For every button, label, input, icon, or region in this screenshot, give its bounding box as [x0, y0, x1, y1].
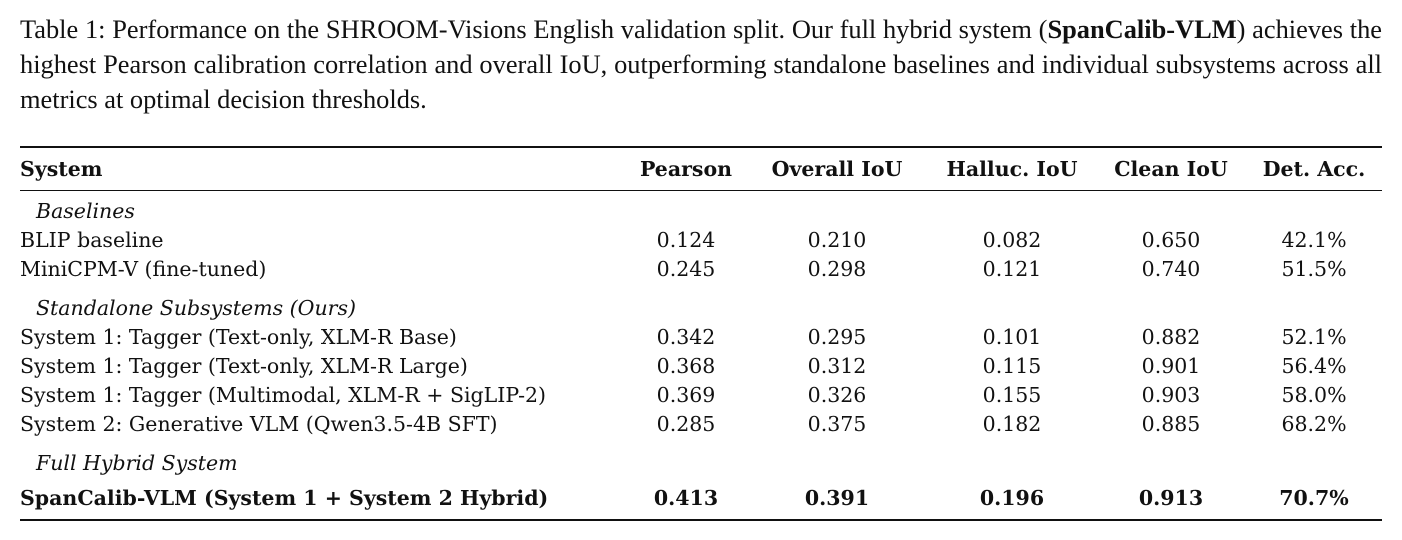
cell-det-acc: 56.4%: [1281, 353, 1347, 378]
cell-pearson: 0.342: [656, 324, 716, 349]
cell-halluc-iou: 0.101: [982, 324, 1042, 349]
col-header-pearson: Pearson: [626, 147, 746, 191]
table-row: BLIP baseline 0.124 0.210 0.082 0.650 42…: [20, 225, 1382, 254]
cell-pearson: 0.285: [656, 411, 716, 436]
caption-text-end: ) achieves the highest Pearson calibrati…: [20, 14, 1382, 114]
cell-det-acc: 51.5%: [1281, 256, 1347, 281]
cell-system: System 1: Tagger (Text-only, XLM-R Large…: [20, 353, 468, 378]
cell-system: System 2: Generative VLM (Qwen3.5-4B SFT…: [20, 411, 498, 436]
cell-det-acc: 70.7%: [1279, 486, 1349, 510]
cell-clean-iou: 0.882: [1141, 324, 1201, 349]
cell-halluc-iou: 0.121: [982, 256, 1042, 281]
group-label: Standalone Subsystems (Ours): [36, 296, 356, 320]
cell-clean-iou: 0.913: [1138, 486, 1204, 510]
table-row: System 1: Tagger (Text-only, XLM-R Base)…: [20, 322, 1382, 351]
cell-overall-iou: 0.210: [807, 227, 867, 252]
cell-det-acc: 68.2%: [1281, 411, 1347, 436]
cell-clean-iou: 0.740: [1141, 256, 1201, 281]
caption-text-start: Table 1: Performance on the SHROOM-Visio…: [20, 14, 1048, 44]
cell-pearson: 0.369: [656, 382, 716, 407]
table-row-best: SpanCalib-VLM (System 1 + System 2 Hybri…: [20, 477, 1382, 520]
cell-halluc-iou: 0.196: [979, 486, 1045, 510]
cell-det-acc: 58.0%: [1281, 382, 1347, 407]
group-label: Full Hybrid System: [36, 451, 238, 475]
cell-system: BLIP baseline: [20, 227, 164, 252]
cell-pearson: 0.124: [656, 227, 716, 252]
results-table: System Pearson Overall IoU Halluc. IoU C…: [20, 146, 1382, 521]
header-row: System Pearson Overall IoU Halluc. IoU C…: [20, 147, 1382, 191]
table-row: System 1: Tagger (Multimodal, XLM-R + Si…: [20, 380, 1382, 409]
cell-overall-iou: 0.391: [804, 486, 870, 510]
group-row-full-hybrid-system: Full Hybrid System: [20, 438, 1382, 477]
group-row-standalone-subsystems: Standalone Subsystems (Ours): [20, 283, 1382, 322]
group-label: Baselines: [36, 199, 135, 223]
cell-halluc-iou: 0.082: [982, 227, 1042, 252]
cell-overall-iou: 0.298: [807, 256, 867, 281]
cell-pearson: 0.413: [653, 486, 719, 510]
cell-system: SpanCalib-VLM (System 1 + System 2 Hybri…: [20, 486, 549, 510]
table-row: MiniCPM-V (fine-tuned) 0.245 0.298 0.121…: [20, 254, 1382, 283]
cell-clean-iou: 0.903: [1141, 382, 1201, 407]
col-header-clean-iou: Clean IoU: [1096, 147, 1246, 191]
table-row: System 1: Tagger (Text-only, XLM-R Large…: [20, 351, 1382, 380]
cell-pearson: 0.368: [656, 353, 716, 378]
col-header-system: System: [20, 147, 626, 191]
cell-clean-iou: 0.650: [1141, 227, 1201, 252]
cell-overall-iou: 0.375: [807, 411, 867, 436]
cell-clean-iou: 0.901: [1141, 353, 1201, 378]
col-header-overall-iou: Overall IoU: [746, 147, 928, 191]
table-caption: Table 1: Performance on the SHROOM-Visio…: [20, 12, 1382, 117]
cell-overall-iou: 0.326: [807, 382, 867, 407]
table-row: System 2: Generative VLM (Qwen3.5-4B SFT…: [20, 409, 1382, 438]
col-header-det-acc: Det. Acc.: [1246, 147, 1382, 191]
cell-clean-iou: 0.885: [1141, 411, 1201, 436]
cell-system: System 1: Tagger (Text-only, XLM-R Base): [20, 324, 457, 349]
cell-det-acc: 42.1%: [1281, 227, 1347, 252]
cell-halluc-iou: 0.115: [982, 353, 1042, 378]
cell-pearson: 0.245: [656, 256, 716, 281]
cell-system: System 1: Tagger (Multimodal, XLM-R + Si…: [20, 382, 547, 407]
cell-det-acc: 52.1%: [1281, 324, 1347, 349]
cell-halluc-iou: 0.182: [982, 411, 1042, 436]
col-header-halluc-iou: Halluc. IoU: [928, 147, 1096, 191]
cell-halluc-iou: 0.155: [982, 382, 1042, 407]
caption-system-name: SpanCalib-VLM: [1047, 14, 1237, 44]
cell-overall-iou: 0.312: [807, 353, 867, 378]
cell-system: MiniCPM-V (fine-tuned): [20, 256, 267, 281]
group-row-baselines: Baselines: [20, 191, 1382, 226]
cell-overall-iou: 0.295: [807, 324, 867, 349]
